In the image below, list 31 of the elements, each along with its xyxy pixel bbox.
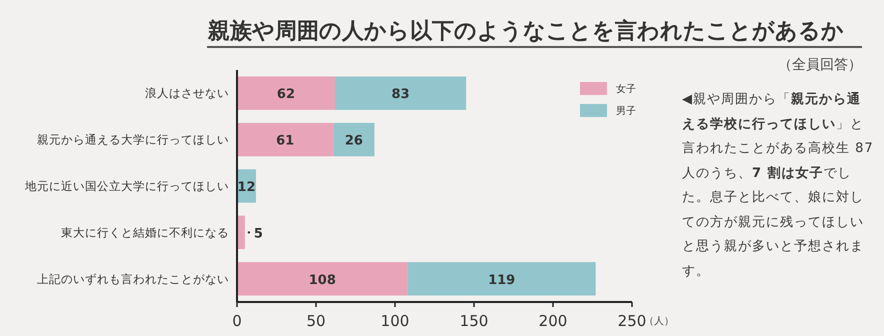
x-tick-label: 0 [232,312,242,330]
bar [408,262,596,296]
x-tick-label: 150 [460,312,488,330]
data-label: 62 [276,87,296,102]
data-label: 12 [237,180,256,195]
bar [237,76,335,110]
chart-title: 親族や周囲の人から以下のようなことを言われたことがあるか [207,18,844,44]
y-tick-label: 親元から通える大学に行ってほしい [37,132,229,147]
y-tick-label: 東大に行くと結婚に不利になる [61,225,229,240]
x-tick-label: 200 [538,312,568,330]
x-tick-label: 100 [380,312,410,330]
bar [237,262,408,296]
y-tick-label: 地元に近い国公立大学に行ってほしい [24,179,229,193]
bar [334,76,466,110]
data-label: 108 [308,272,336,288]
data-label: 61 [276,134,294,149]
legend-label: 男子 [616,106,636,117]
x-tick-label: 250 [618,312,646,330]
x-tick-label: 50 [306,312,326,330]
data-label: 119 [488,272,516,288]
data-label: 26 [344,134,363,149]
text: ◀親や周囲から「親元から通える学校に行ってほしい」と言われたことがある高校生 87 人のうち、7 割は女子でした。息子と比べて、娘に対しての方が親元に残ってほしいと思う親が多いと予想されます。 [682,92,874,278]
legend-label: 女子 [616,83,636,95]
bar [237,122,334,156]
data-label: 5 [254,226,263,242]
y-tick-label: 上記のいずれも言われたことがない [37,272,229,286]
bar [333,122,374,156]
x-axis-title: （人） [644,316,674,327]
data-label: 83 [391,87,410,102]
y-tick-label: 浪人はさせない [145,86,229,100]
text: （全員回答） [778,57,862,73]
